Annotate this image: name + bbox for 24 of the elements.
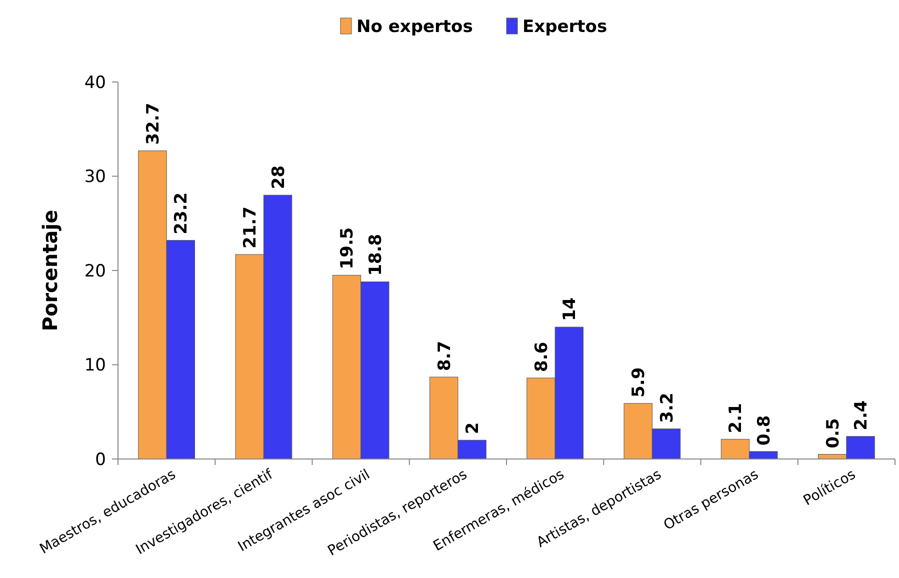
data-label: 2 [463,422,484,434]
data-label: 2.1 [726,403,746,434]
data-label: 28 [268,165,289,190]
data-label: 19.5 [338,227,358,270]
data-label: 0.8 [754,415,774,446]
data-label: 0.5 [823,418,844,448]
legend-label: No expertos [356,16,473,37]
data-label: 14 [560,297,580,322]
y-tick-label: 10 [84,356,106,376]
y-axis-title: Porcentaje [38,210,62,332]
data-label: 5.9 [629,367,650,398]
y-tick-label: 30 [84,167,106,188]
data-label: 2.4 [852,400,872,430]
data-label: 3.2 [657,392,678,423]
data-label: 23.2 [172,192,192,234]
data-label: 8.6 [532,342,552,372]
data-label: 21.7 [240,206,261,248]
data-label: 32.7 [143,102,164,145]
y-tick-label: 40 [84,72,106,93]
data-label: 8.7 [434,340,455,372]
y-tick-label: 0 [95,450,106,470]
y-tick-label: 20 [84,261,106,282]
data-label: 18.8 [366,234,386,276]
legend-label: Expertos [522,16,608,37]
